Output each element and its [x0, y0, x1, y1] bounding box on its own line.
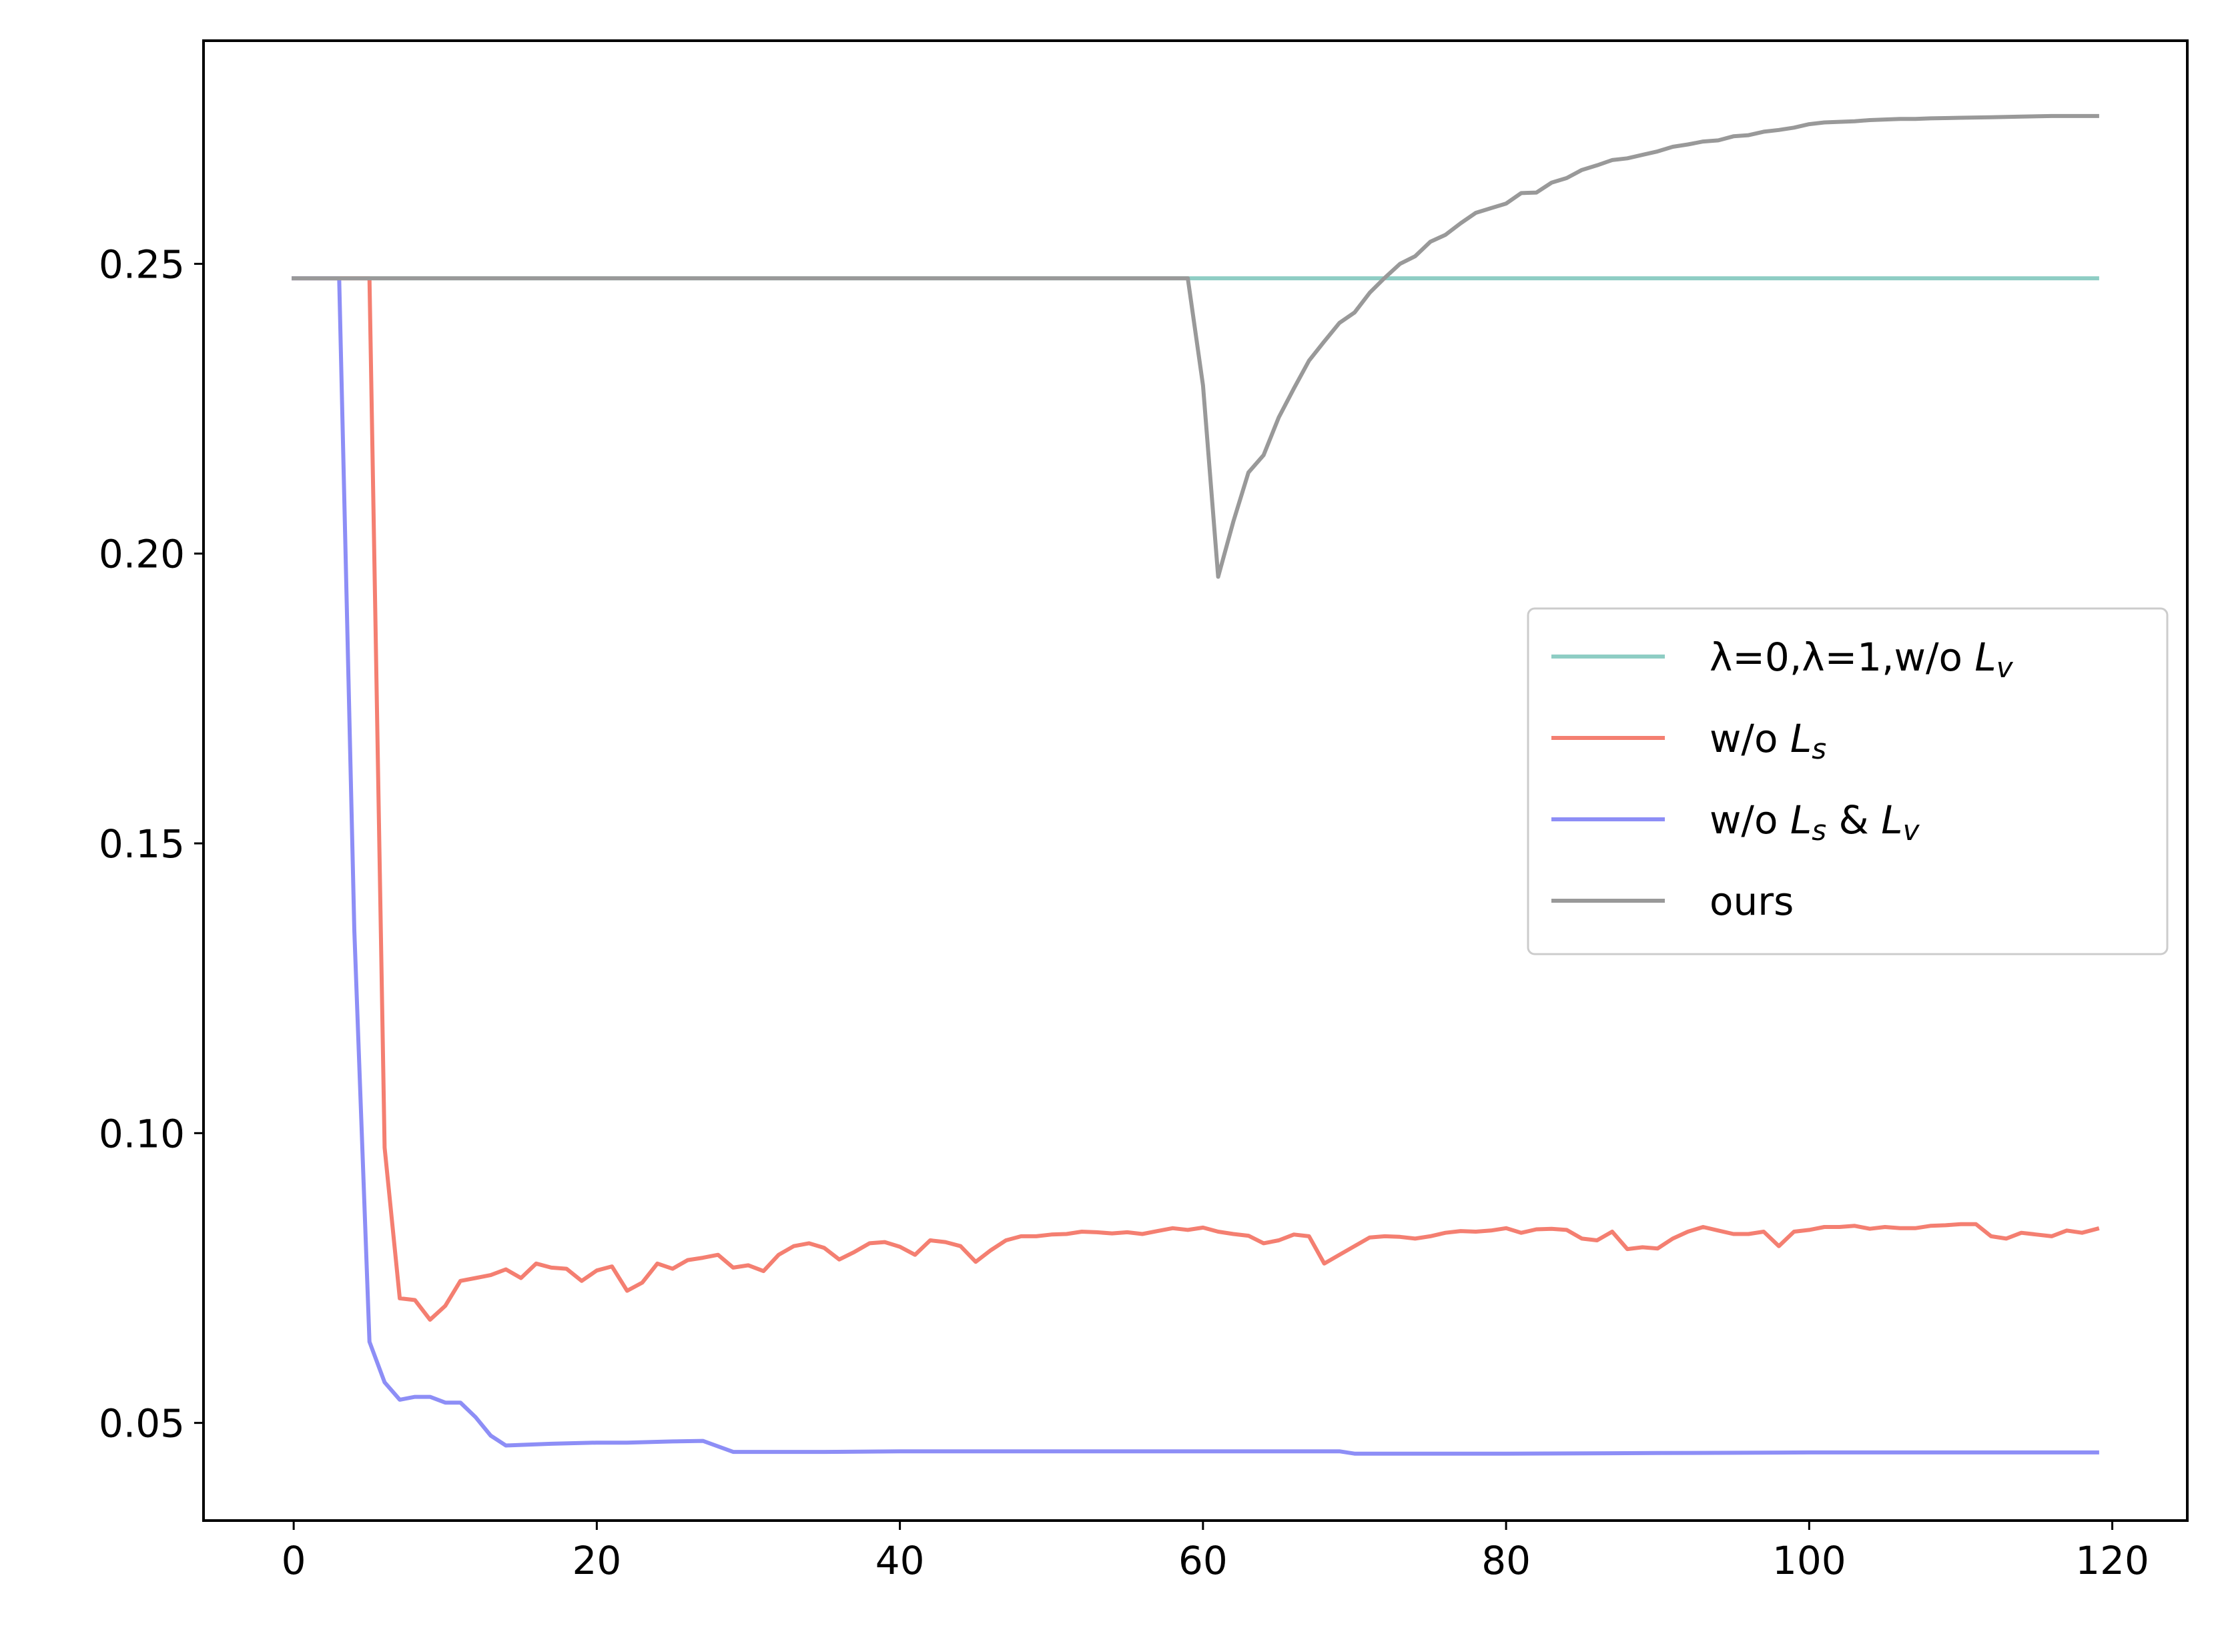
legend-label-sub: v: [1996, 651, 2014, 684]
x-axis: 0 20 40 60 80 100 120: [282, 1521, 2149, 1583]
x-tick-label-2: 40: [875, 1538, 925, 1583]
series-line-3: [292, 113, 2099, 579]
legend-label-text: w/o: [1710, 716, 1790, 761]
y-tick-label-1: 0.10: [99, 1111, 185, 1156]
series-line-2: [292, 276, 2099, 1456]
legend-box: [1527, 607, 2169, 955]
legend-label-var: L: [1790, 716, 1812, 761]
y-tick-label-2: 0.15: [99, 821, 185, 867]
x-tick-label-5: 100: [1772, 1538, 1846, 1583]
x-tick-label-0: 0: [282, 1538, 306, 1583]
legend-label-var: L: [1790, 797, 1812, 843]
legend-label-sub: v: [1903, 814, 1920, 847]
y-tick-label-3: 0.20: [99, 532, 185, 577]
legend-label-3: ours: [1710, 879, 1794, 924]
legend-label-0: λ=0,λ=1,w/o Lv: [1710, 635, 2014, 684]
legend-label-2: w/o Ls & Lv: [1710, 797, 1920, 847]
legend-label-text: &: [1826, 797, 1881, 843]
x-tick-label-6: 120: [2075, 1538, 2149, 1583]
x-tick-label-1: 20: [572, 1538, 621, 1583]
legend-label-1: w/o Ls: [1710, 716, 1826, 765]
y-axis: 0.05 0.10 0.15 0.20 0.25: [99, 242, 204, 1447]
series-line-1: [292, 276, 2100, 1322]
x-tick-label-4: 80: [1481, 1538, 1531, 1583]
legend-label-var: L: [1974, 635, 1996, 680]
legend-label-text: w/o: [1710, 797, 1790, 843]
legend-label-text: ours: [1710, 879, 1794, 924]
legend-label-sub: s: [1812, 814, 1826, 847]
y-tick-label-0: 0.05: [99, 1401, 185, 1447]
plot-frame: [202, 39, 2189, 1522]
legend-label-text: λ=0,λ=1,w/o: [1710, 635, 1974, 680]
series-layer: [292, 113, 2100, 1456]
legend-label-var: L: [1881, 797, 1902, 843]
y-tick-label-4: 0.25: [99, 242, 185, 287]
x-tick-label-3: 60: [1178, 1538, 1228, 1583]
legend-label-sub: s: [1812, 733, 1826, 765]
